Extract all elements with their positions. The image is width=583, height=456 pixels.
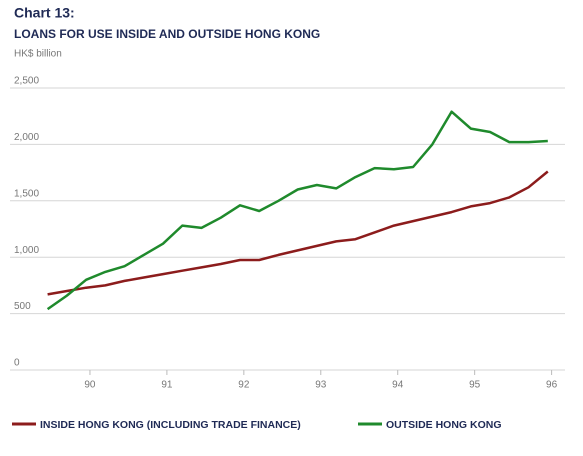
- y-tick-label: 1,500: [14, 188, 39, 199]
- data-line: [47, 170, 549, 296]
- x-tick-label: 90: [84, 380, 96, 391]
- x-tick-label: 91: [161, 380, 173, 391]
- y-tick-label: 1,000: [14, 245, 39, 256]
- legend-label: INSIDE HONG KONG (INCLUDING TRADE FINANC…: [40, 419, 301, 431]
- x-tick-label: 96: [546, 380, 558, 391]
- x-tick-label: 92: [238, 380, 250, 391]
- x-tick-label: 93: [315, 380, 327, 391]
- chart-title: Chart 13:: [14, 5, 75, 21]
- x-tick-label: 95: [469, 380, 481, 391]
- chart-subtitle: LOANS FOR USE INSIDE AND OUTSIDE HONG KO…: [14, 27, 320, 41]
- x-tick-label: 94: [392, 380, 404, 391]
- data-line: [46, 110, 548, 311]
- y-tick-label: 2,000: [14, 132, 39, 143]
- y-axis-label: HK$ billion: [14, 49, 62, 60]
- y-tick-label: 2,500: [14, 76, 39, 87]
- legend-label: OUTSIDE HONG KONG: [386, 419, 502, 431]
- y-tick-label: 500: [14, 301, 31, 312]
- y-tick-label: 0: [14, 358, 20, 369]
